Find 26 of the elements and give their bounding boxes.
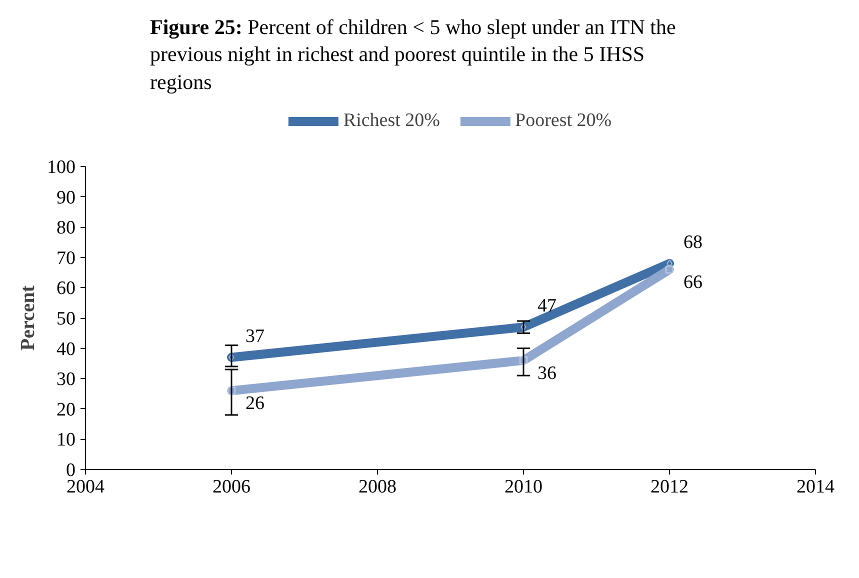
y-tick-label: 10 [56, 430, 76, 451]
y-tick-label: 70 [56, 248, 76, 269]
data-label: 66 [684, 272, 702, 293]
y-tick-label: 60 [56, 278, 76, 300]
y-tick-label: 50 [56, 308, 76, 330]
x-tick-label: 2014 [796, 476, 835, 498]
data-label: 37 [246, 326, 264, 347]
y-tick-label: 20 [56, 399, 76, 420]
legend-label: Poorest 20% [515, 110, 612, 132]
y-tick-label: 90 [56, 187, 76, 208]
point [666, 265, 674, 274]
x-tick-label: 2012 [650, 476, 688, 498]
data-label: 47 [538, 295, 556, 316]
x-tick-label: 2008 [358, 476, 396, 498]
chart-title: Figure 25: Percent of children < 5 who slept under an ITN the previous night in richest and poorest quintile in the 5 IHSS regions [150, 14, 677, 96]
legend-label: Richest 20% [343, 110, 440, 132]
y-tick-label: 80 [56, 217, 76, 238]
y-axis-title: Percent [17, 284, 39, 350]
y-tick-label: 100 [47, 156, 76, 178]
data-label: 26 [246, 393, 264, 414]
x-tick-label: 2010 [504, 476, 542, 498]
data-label: 36 [538, 362, 556, 384]
y-tick-label: 30 [56, 368, 76, 390]
data-label: 68 [684, 232, 702, 253]
x-tick-label: 2006 [212, 476, 250, 498]
y-tick-label: 40 [56, 338, 76, 360]
